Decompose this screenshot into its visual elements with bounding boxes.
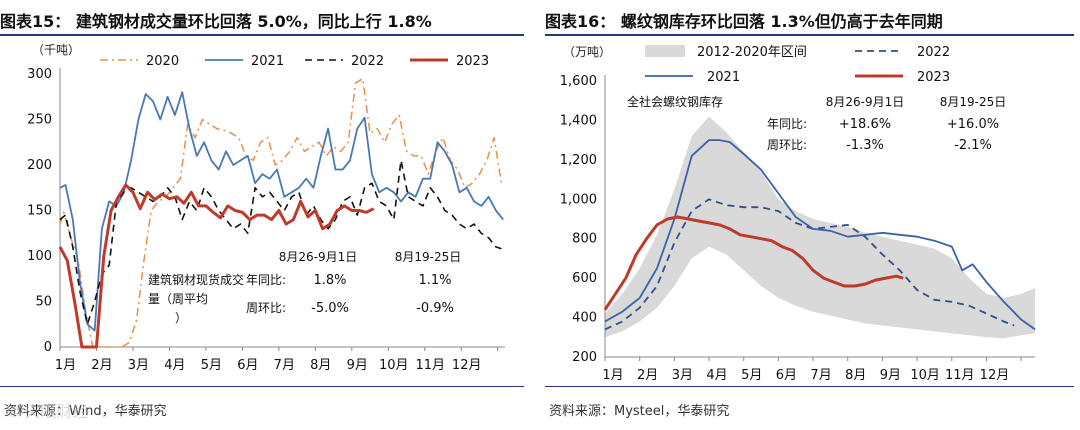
y-tick-label: 400 (572, 311, 597, 326)
table-header: 8月19-25日 (940, 95, 1007, 109)
x-tick-label: 1月 (602, 368, 623, 381)
series-line-2023 (58, 183, 375, 349)
source-rule (0, 386, 524, 387)
x-tick-label: 8月 (845, 368, 866, 381)
x-tick-label: 11月 (945, 368, 975, 381)
y-tick-label: 100 (27, 249, 52, 264)
series-line-2023 (603, 215, 904, 311)
table-row-name: 年同比: (767, 117, 807, 131)
source-note: 资料来源：Wind，华泰研究 (4, 404, 167, 419)
x-tick-label: 9月 (880, 368, 901, 381)
table-header: 8月26-9月1日 (826, 95, 905, 109)
table-value: +16.0% (947, 117, 999, 132)
legend-label: 2022 (917, 45, 950, 60)
source-rule (545, 386, 1074, 387)
x-tick-label: 2月 (91, 358, 112, 373)
y-tick-label: 1,200 (560, 153, 597, 168)
series-line-2021 (604, 139, 1036, 331)
x-tick-label: 12月 (980, 368, 1010, 381)
x-tick-label: 3月 (672, 368, 693, 381)
y-tick-label: 150 (27, 204, 52, 219)
legend-label: 2021 (251, 54, 284, 69)
y-tick-label: 800 (572, 232, 597, 247)
table-value: 1.8% (313, 273, 346, 288)
y-unit-label: （千吨） (32, 43, 80, 57)
table-value: -0.9% (416, 301, 454, 316)
chart-title: 图表15： 建筑钢材成交量环比回落 5.0%，同比上行 1.8% (0, 12, 432, 31)
annotation-title: 全社会螺纹钢库存 (627, 94, 723, 109)
y-tick-label: 1,600 (560, 74, 597, 89)
y-tick-label: 300 (27, 67, 52, 82)
legend-swatch-band (645, 45, 685, 57)
y-tick-label: 600 (572, 271, 597, 286)
table-row-label: 建筑钢材现货成交 (148, 272, 244, 287)
table-value: 1.1% (418, 273, 451, 288)
x-tick-label: 7月 (810, 368, 831, 381)
table-row-name: 周环比: (767, 138, 807, 152)
y-tick-label: 1,000 (560, 192, 597, 207)
series-line-2022 (59, 159, 502, 326)
x-tick-label: 10月 (910, 368, 940, 381)
legend-label: 2023 (917, 70, 950, 85)
x-tick-label: 1月 (55, 358, 76, 373)
legend-label: 2021 (707, 70, 740, 85)
table-value: +18.6% (839, 117, 891, 132)
x-tick-label: 9月 (347, 358, 368, 373)
y-tick-label: 50 (35, 295, 52, 310)
watermark: © 火眼财经 (8, 404, 89, 421)
x-tick-label: 5月 (741, 368, 762, 381)
x-tick-label: 12月 (452, 358, 482, 373)
x-tick-label: 10月 (379, 358, 409, 373)
chart-right: （万吨） 200 400 600 800 1,000 1,200 1,400 1,600 1月 2月… (560, 45, 1036, 381)
y-tick-label: 0 (44, 340, 52, 355)
table-value: -2.1% (954, 138, 992, 153)
table-row-label: 量（周平均 (148, 292, 208, 306)
table-header: 8月26-9月1日 (279, 250, 358, 264)
table-value: -5.0% (311, 301, 349, 316)
x-tick-label: 3月 (128, 358, 149, 373)
chart-title: 图表16： 螺纹钢库存环比回落 1.3%但仍高于去年同期 (545, 12, 943, 31)
legend-label: 2012-2020年区间 (697, 45, 807, 60)
legend-label: 2020 (146, 54, 179, 69)
x-tick-label: 7月 (274, 358, 295, 373)
legend-label: 2022 (351, 54, 384, 69)
y-unit-label: （万吨） (563, 45, 611, 59)
x-tick-label: 6月 (237, 358, 258, 373)
x-tick-label: 5月 (201, 358, 222, 373)
x-tick-label: 4月 (706, 368, 727, 381)
y-tick-label: 200 (572, 350, 597, 365)
chart-left: （千吨） 0 50 100 150 200 250 300 1月 2月 3月 4月 5月 6月 7月 8月 9月… (27, 43, 505, 373)
y-tick-label: 250 (27, 113, 52, 128)
chart-panel-left: 图表15： 建筑钢材成交量环比回落 5.0%，同比上行 1.8% （千吨） 0 50… (0, 0, 530, 430)
series-line-2020 (59, 77, 503, 348)
table-row-name: 年同比: (246, 273, 286, 287)
legend-label: 2023 (456, 54, 489, 69)
x-tick-label: 8月 (310, 358, 331, 373)
table-value: -1.3% (846, 138, 884, 153)
x-tick-label: 2月 (637, 368, 658, 381)
x-tick-label: 11月 (415, 358, 445, 373)
y-tick-label: 200 (27, 158, 52, 173)
series-line-2021 (59, 91, 504, 332)
table-header: 8月19-25日 (395, 250, 462, 264)
source-note: 资料来源：Mysteel，华泰研究 (549, 404, 730, 419)
title-rule (0, 34, 524, 36)
chart-panel-right: 图表16： 螺纹钢库存环比回落 1.3%但仍高于去年同期 （万吨） 200 400 6… (545, 0, 1080, 430)
table-row-name: 周环比: (246, 301, 286, 315)
title-rule (545, 34, 1074, 36)
y-tick-label: 1,400 (560, 113, 597, 128)
x-tick-label: 6月 (776, 368, 797, 381)
x-tick-label: 4月 (164, 358, 185, 373)
table-row-label: ） (175, 311, 187, 325)
